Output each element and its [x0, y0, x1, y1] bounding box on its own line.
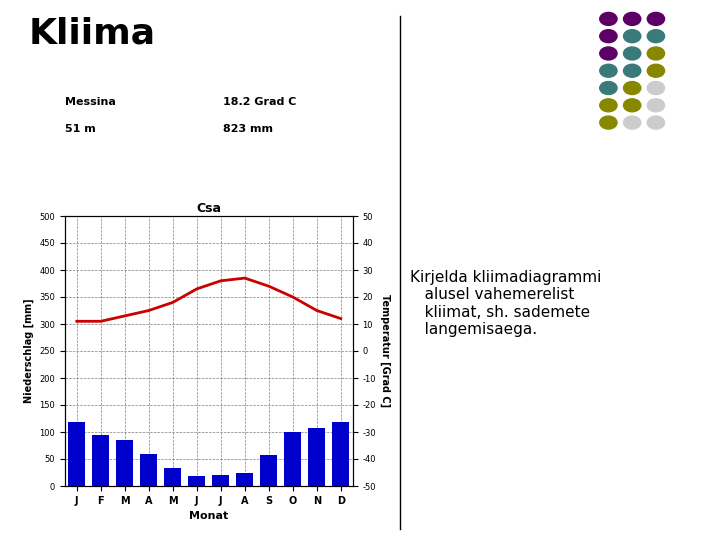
Title: Csa: Csa: [197, 202, 221, 215]
Bar: [117, 440, 133, 486]
Text: Messina: Messina: [65, 97, 116, 107]
Text: 51 m: 51 m: [65, 124, 96, 134]
Text: 18.2 Grad C: 18.2 Grad C: [223, 97, 297, 107]
Y-axis label: Temperatur [Grad C]: Temperatur [Grad C]: [379, 294, 390, 408]
Bar: [236, 472, 253, 486]
Bar: [308, 428, 325, 486]
Text: Kirjelda kliimadiagrammi
   alusel vahemerelist
   kliimat, sh. sademete
   lang: Kirjelda kliimadiagrammi alusel vahemere…: [410, 270, 602, 337]
Bar: [212, 475, 229, 486]
Text: 823 mm: 823 mm: [223, 124, 273, 134]
Bar: [284, 432, 301, 486]
Text: Kliima: Kliima: [29, 16, 156, 50]
Y-axis label: Niederschlag [mm]: Niederschlag [mm]: [23, 299, 34, 403]
X-axis label: Monat: Monat: [189, 511, 228, 521]
Bar: [92, 435, 109, 486]
Bar: [189, 476, 205, 486]
Bar: [164, 468, 181, 486]
Bar: [333, 422, 349, 486]
Bar: [261, 455, 277, 486]
Bar: [68, 422, 85, 486]
Bar: [140, 454, 157, 486]
